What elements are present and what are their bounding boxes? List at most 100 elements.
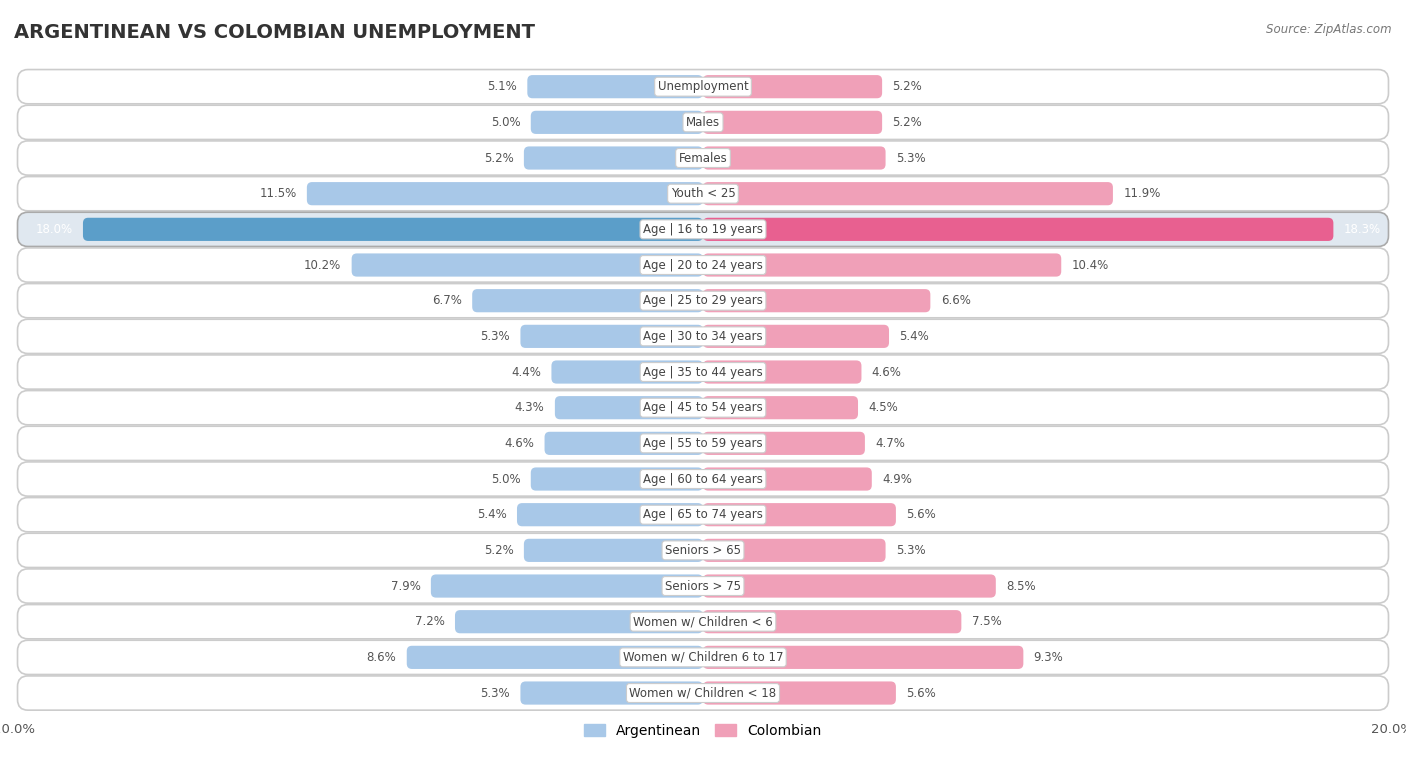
FancyBboxPatch shape: [527, 75, 703, 98]
Text: 10.2%: 10.2%: [304, 259, 342, 272]
Text: 4.5%: 4.5%: [869, 401, 898, 414]
FancyBboxPatch shape: [17, 533, 1389, 568]
Text: 5.2%: 5.2%: [893, 80, 922, 93]
Text: Seniors > 65: Seniors > 65: [665, 544, 741, 557]
FancyBboxPatch shape: [17, 426, 1389, 460]
Text: 5.3%: 5.3%: [481, 687, 510, 699]
Text: 5.4%: 5.4%: [900, 330, 929, 343]
Text: 9.3%: 9.3%: [1033, 651, 1063, 664]
FancyBboxPatch shape: [406, 646, 703, 669]
Text: 5.2%: 5.2%: [484, 151, 513, 164]
FancyBboxPatch shape: [17, 176, 1389, 210]
FancyBboxPatch shape: [17, 248, 1389, 282]
FancyBboxPatch shape: [17, 355, 1389, 389]
Text: 11.9%: 11.9%: [1123, 187, 1160, 200]
Text: 18.0%: 18.0%: [35, 223, 73, 236]
FancyBboxPatch shape: [703, 182, 1114, 205]
FancyBboxPatch shape: [17, 212, 1389, 247]
FancyBboxPatch shape: [524, 539, 703, 562]
Text: Women w/ Children < 18: Women w/ Children < 18: [630, 687, 776, 699]
FancyBboxPatch shape: [703, 111, 882, 134]
Text: 10.4%: 10.4%: [1071, 259, 1109, 272]
FancyBboxPatch shape: [83, 218, 703, 241]
Text: 5.3%: 5.3%: [481, 330, 510, 343]
Text: 8.5%: 8.5%: [1007, 580, 1036, 593]
Text: 5.4%: 5.4%: [477, 508, 506, 521]
Text: Age | 65 to 74 years: Age | 65 to 74 years: [643, 508, 763, 521]
FancyBboxPatch shape: [17, 497, 1389, 532]
Text: Age | 55 to 59 years: Age | 55 to 59 years: [643, 437, 763, 450]
Text: 5.3%: 5.3%: [896, 544, 925, 557]
FancyBboxPatch shape: [703, 431, 865, 455]
FancyBboxPatch shape: [17, 462, 1389, 496]
Text: Unemployment: Unemployment: [658, 80, 748, 93]
Text: 8.6%: 8.6%: [367, 651, 396, 664]
FancyBboxPatch shape: [703, 289, 931, 313]
Text: Women w/ Children < 6: Women w/ Children < 6: [633, 615, 773, 628]
FancyBboxPatch shape: [17, 605, 1389, 639]
Text: 4.7%: 4.7%: [875, 437, 905, 450]
Text: ARGENTINEAN VS COLOMBIAN UNEMPLOYMENT: ARGENTINEAN VS COLOMBIAN UNEMPLOYMENT: [14, 23, 536, 42]
Text: 6.6%: 6.6%: [941, 294, 970, 307]
FancyBboxPatch shape: [703, 575, 995, 597]
Text: Age | 35 to 44 years: Age | 35 to 44 years: [643, 366, 763, 378]
Text: 4.9%: 4.9%: [882, 472, 912, 485]
Text: 5.6%: 5.6%: [907, 508, 936, 521]
FancyBboxPatch shape: [307, 182, 703, 205]
Text: Females: Females: [679, 151, 727, 164]
Text: 7.9%: 7.9%: [391, 580, 420, 593]
Text: 5.0%: 5.0%: [491, 116, 520, 129]
Text: Source: ZipAtlas.com: Source: ZipAtlas.com: [1267, 23, 1392, 36]
Text: 4.4%: 4.4%: [512, 366, 541, 378]
FancyBboxPatch shape: [524, 146, 703, 170]
Text: 5.2%: 5.2%: [484, 544, 513, 557]
FancyBboxPatch shape: [456, 610, 703, 634]
FancyBboxPatch shape: [17, 141, 1389, 175]
FancyBboxPatch shape: [551, 360, 703, 384]
Text: Males: Males: [686, 116, 720, 129]
Text: 4.6%: 4.6%: [872, 366, 901, 378]
FancyBboxPatch shape: [703, 610, 962, 634]
FancyBboxPatch shape: [703, 360, 862, 384]
Text: Women w/ Children 6 to 17: Women w/ Children 6 to 17: [623, 651, 783, 664]
Text: 5.2%: 5.2%: [893, 116, 922, 129]
FancyBboxPatch shape: [703, 325, 889, 348]
FancyBboxPatch shape: [17, 569, 1389, 603]
FancyBboxPatch shape: [517, 503, 703, 526]
FancyBboxPatch shape: [703, 503, 896, 526]
Text: 7.5%: 7.5%: [972, 615, 1001, 628]
Text: Age | 20 to 24 years: Age | 20 to 24 years: [643, 259, 763, 272]
FancyBboxPatch shape: [17, 105, 1389, 139]
Text: 18.3%: 18.3%: [1344, 223, 1381, 236]
FancyBboxPatch shape: [703, 75, 882, 98]
Text: Age | 60 to 64 years: Age | 60 to 64 years: [643, 472, 763, 485]
FancyBboxPatch shape: [520, 325, 703, 348]
FancyBboxPatch shape: [703, 396, 858, 419]
FancyBboxPatch shape: [520, 681, 703, 705]
FancyBboxPatch shape: [472, 289, 703, 313]
FancyBboxPatch shape: [17, 319, 1389, 354]
Text: 5.3%: 5.3%: [896, 151, 925, 164]
FancyBboxPatch shape: [17, 391, 1389, 425]
FancyBboxPatch shape: [703, 254, 1062, 276]
FancyBboxPatch shape: [17, 284, 1389, 318]
FancyBboxPatch shape: [430, 575, 703, 597]
Legend: Argentinean, Colombian: Argentinean, Colombian: [579, 718, 827, 743]
Text: 5.1%: 5.1%: [488, 80, 517, 93]
FancyBboxPatch shape: [17, 640, 1389, 674]
FancyBboxPatch shape: [544, 431, 703, 455]
FancyBboxPatch shape: [703, 467, 872, 491]
Text: 4.3%: 4.3%: [515, 401, 544, 414]
FancyBboxPatch shape: [555, 396, 703, 419]
FancyBboxPatch shape: [703, 218, 1333, 241]
FancyBboxPatch shape: [703, 539, 886, 562]
Text: 6.7%: 6.7%: [432, 294, 461, 307]
Text: Youth < 25: Youth < 25: [671, 187, 735, 200]
FancyBboxPatch shape: [531, 111, 703, 134]
FancyBboxPatch shape: [17, 676, 1389, 710]
FancyBboxPatch shape: [352, 254, 703, 276]
Text: Age | 30 to 34 years: Age | 30 to 34 years: [643, 330, 763, 343]
FancyBboxPatch shape: [17, 70, 1389, 104]
Text: Age | 45 to 54 years: Age | 45 to 54 years: [643, 401, 763, 414]
FancyBboxPatch shape: [531, 467, 703, 491]
